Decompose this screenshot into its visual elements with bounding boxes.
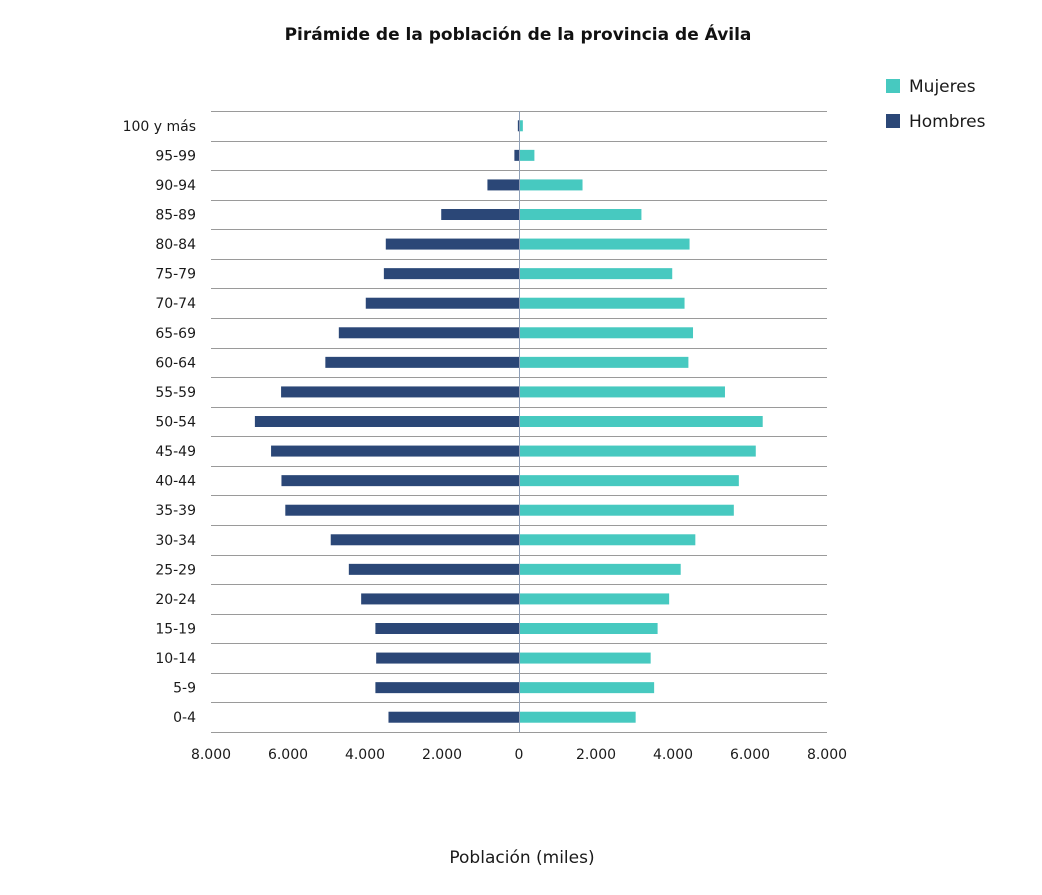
x-axis-label: Población (miles) (449, 848, 594, 868)
bar-mujeres-85-89 (519, 209, 642, 220)
y-tick-label: 5-9 (173, 681, 196, 697)
y-tick-label: 20-24 (155, 592, 196, 608)
bar-mujeres-0-4 (519, 711, 636, 723)
y-tick-label: 40-44 (155, 474, 196, 490)
bar-mujeres-45-49 (519, 445, 756, 457)
y-tick-label: 60-64 (155, 355, 196, 371)
bar-mujeres-35-39 (519, 504, 734, 516)
bar-hombres-10-14 (376, 652, 520, 664)
bar-mujeres-15-19 (519, 623, 658, 634)
bar-mujeres-75-79 (519, 268, 673, 280)
legend-swatch-hombres (886, 114, 900, 128)
bar-mujeres-25-29 (519, 563, 681, 575)
bar-hombres-95-99 (514, 149, 520, 161)
bar-mujeres-10-14 (519, 652, 651, 664)
legend-label-hombres: Hombres (909, 112, 986, 132)
bar-hombres-5-9 (375, 682, 520, 694)
bar-hombres-40-44 (281, 475, 520, 487)
bar-mujeres-5-9 (519, 682, 655, 694)
bar-mujeres-90-94 (519, 179, 583, 191)
y-tick-label: 65-69 (155, 326, 196, 342)
bar-hombres-85-89 (441, 209, 520, 220)
y-tick-label: 35-39 (155, 503, 196, 519)
x-tick-label: 2.000 (422, 747, 462, 763)
legend-label-mujeres: Mujeres (909, 77, 976, 97)
bar-mujeres-40-44 (519, 475, 739, 487)
x-tick-label: 2.000 (576, 747, 616, 763)
bar-hombres-0-4 (388, 711, 520, 723)
bar-hombres-80-84 (385, 238, 520, 250)
bar-hombres-30-34 (330, 534, 520, 546)
y-axis-labels: 100 y más 95-99 90-94 85-89 80-84 75-79 70-74 6… (123, 119, 197, 726)
x-tick-label: 0 (515, 747, 524, 763)
bar-mujeres-65-69 (519, 327, 694, 339)
x-tick-label: 6.000 (730, 747, 770, 763)
y-tick-label: 0-4 (173, 710, 196, 726)
x-tick-label: 6.000 (268, 747, 308, 763)
y-tick-label: 100 y más (123, 119, 196, 135)
x-axis-tick-labels: 8.000 6.000 4.000 2.000 0 2.000 4.000 6.000 8.00… (191, 747, 847, 763)
bar-mujeres-95-99 (519, 149, 535, 161)
bar-hombres-65-69 (338, 327, 520, 339)
bar-mujeres-50-54 (519, 416, 763, 427)
bar-hombres-90-94 (487, 179, 520, 191)
bar-hombres-35-39 (285, 504, 520, 516)
y-tick-label: 90-94 (155, 178, 196, 194)
bar-mujeres-20-24 (519, 593, 670, 605)
chart-title: Pirámide de la población de la provincia… (285, 23, 752, 45)
y-tick-label: 15-19 (155, 622, 196, 638)
bar-hombres-55-59 (281, 386, 520, 398)
bar-mujeres-60-64 (519, 356, 689, 368)
y-tick-label: 10-14 (155, 651, 196, 667)
y-tick-label: 50-54 (155, 415, 196, 431)
bar-mujeres-70-74 (519, 297, 685, 309)
legend-swatch-mujeres (886, 79, 900, 93)
y-tick-label: 70-74 (155, 296, 196, 312)
y-tick-label: 30-34 (155, 533, 196, 549)
x-tick-label: 8.000 (191, 747, 231, 763)
bar-mujeres-55-59 (519, 386, 725, 398)
bar-mujeres-80-84 (519, 238, 690, 250)
bar-mujeres-30-34 (519, 534, 696, 546)
bar-hombres-25-29 (348, 563, 520, 575)
bar-hombres-50-54 (254, 416, 520, 427)
y-tick-label: 45-49 (155, 444, 196, 460)
bar-hombres-60-64 (325, 356, 520, 368)
y-tick-label: 80-84 (155, 237, 196, 253)
bar-mujeres-100-y-más (519, 120, 523, 132)
bar-hombres-70-74 (365, 297, 520, 309)
bar-hombres-100-y-más (517, 120, 520, 132)
legend: Mujeres Hombres (886, 77, 986, 132)
bars (254, 120, 763, 723)
bar-hombres-15-19 (375, 623, 520, 634)
x-tick-label: 4.000 (653, 747, 693, 763)
bar-hombres-75-79 (383, 268, 520, 280)
y-tick-label: 55-59 (155, 385, 196, 401)
bar-hombres-20-24 (361, 593, 520, 605)
y-tick-label: 25-29 (155, 562, 196, 578)
y-tick-label: 85-89 (155, 208, 196, 224)
x-tick-label: 4.000 (345, 747, 385, 763)
bar-hombres-45-49 (271, 445, 520, 457)
y-tick-label: 95-99 (155, 148, 196, 164)
y-tick-label: 75-79 (155, 267, 196, 283)
x-tick-label: 8.000 (807, 747, 847, 763)
